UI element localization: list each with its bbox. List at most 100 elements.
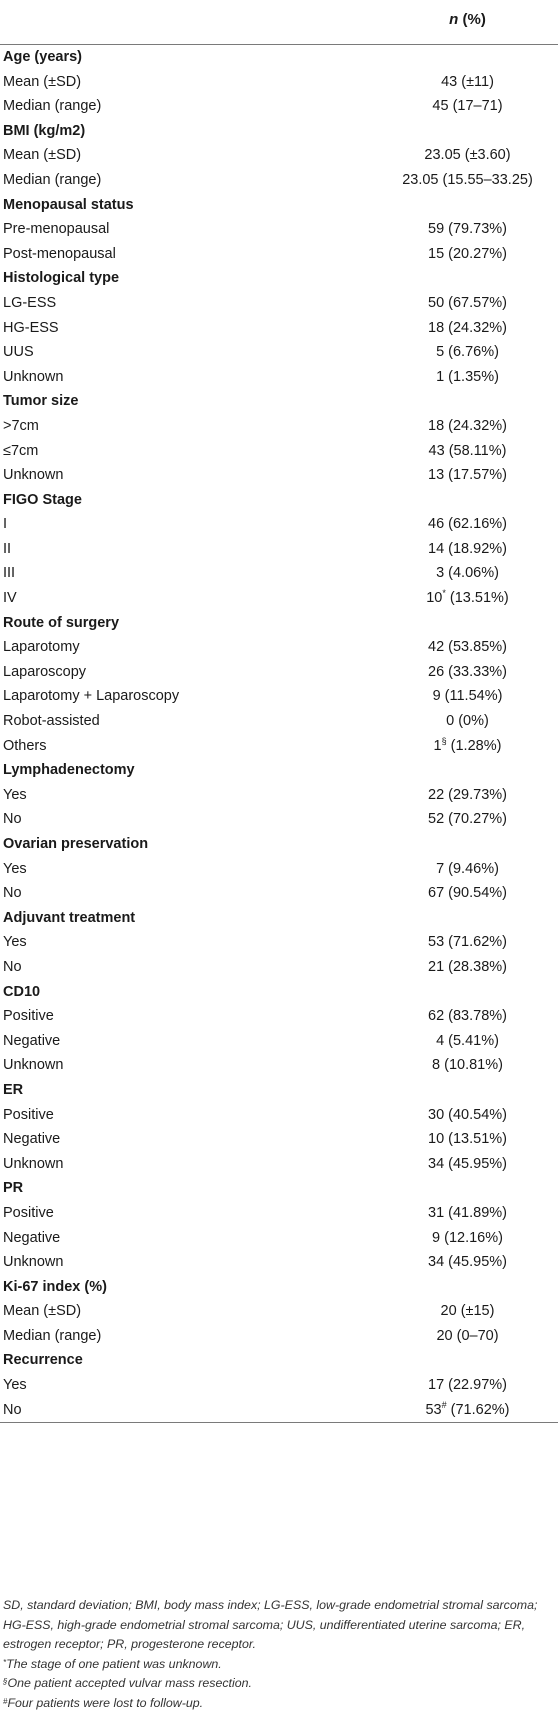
row-label: Median (range) (3, 172, 101, 188)
row-label: I (3, 516, 7, 532)
footnote-mark: § (3, 1677, 7, 1686)
row-value: 23.05 (15.55–33.25) (385, 172, 550, 188)
section-header-row: ER (0, 1078, 558, 1103)
row-label: Positive (3, 1008, 54, 1024)
row-value: 31 (41.89%) (385, 1205, 550, 1221)
row-label: Unknown (3, 1254, 63, 1270)
section-label: Lymphadenectomy (3, 762, 135, 778)
row-value-count: 7 (9.46%) (436, 861, 499, 877)
section-label: Route of surgery (3, 615, 119, 631)
row-label: No (3, 811, 22, 827)
row-value: 18 (24.32%) (385, 320, 550, 336)
section-label: Adjuvant treatment (3, 910, 135, 926)
section-header-row: Ki-67 index (%) (0, 1275, 558, 1300)
table-row: Mean (±SD)23.05 (±3.60) (0, 143, 558, 168)
table-row: Mean (±SD)43 (±11) (0, 70, 558, 95)
row-value-count: 34 (45.95%) (428, 1254, 507, 1270)
footnote-text: The stage of one patient was unknown. (6, 1657, 222, 1671)
row-value: 22 (29.73%) (385, 787, 550, 803)
row-value: 9 (11.54%) (385, 688, 550, 704)
row-value-count: 3 (4.06%) (436, 565, 499, 581)
row-label: No (3, 885, 22, 901)
row-value-count: 53 (71.62%) (428, 934, 507, 950)
row-value: 1§ (1.28%) (385, 738, 550, 754)
row-value-count: 10 (426, 590, 442, 606)
row-value-count: 21 (28.38%) (428, 959, 507, 975)
column-header-n-percent: n (%) (385, 11, 550, 28)
table-row: UUS 5 (6.76%) (0, 340, 558, 365)
row-value: 67 (90.54%) (385, 885, 550, 901)
row-value-count: 17 (22.97%) (428, 1377, 507, 1393)
row-label: Unknown (3, 1057, 63, 1073)
section-header-row: Ovarian preservation (0, 832, 558, 857)
row-value: 45 (17–71) (385, 98, 550, 114)
row-value-percent: (1.28%) (447, 738, 502, 754)
row-label: UUS (3, 344, 34, 360)
row-value-count: 1 (1.35%) (436, 369, 499, 385)
row-label: Mean (±SD) (3, 74, 81, 90)
row-value-count: 9 (11.54%) (433, 688, 503, 704)
row-value-count: 5 (6.76%) (436, 344, 499, 360)
section-label: ER (3, 1082, 23, 1098)
table-row: Median (range)20 (0–70) (0, 1324, 558, 1349)
row-value: 59 (79.73%) (385, 221, 550, 237)
row-value: 8 (10.81%) (385, 1057, 550, 1073)
row-label: Laparoscopy (3, 664, 86, 680)
row-value: 9 (12.16%) (385, 1230, 550, 1246)
table-row: II 14 (18.92%) (0, 537, 558, 562)
section-header-row: BMI (kg/m2) (0, 119, 558, 144)
characteristics-table: n (%) Age (years)Mean (±SD)43 (±11) Media… (0, 0, 558, 1423)
row-label: II (3, 541, 11, 557)
row-label: HG-ESS (3, 320, 59, 336)
footnote-text: One patient accepted vulvar mass resecti… (7, 1676, 252, 1690)
row-label: Unknown (3, 1156, 63, 1172)
section-header-row: PR (0, 1176, 558, 1201)
row-value: 26 (33.33%) (385, 664, 550, 680)
footnote-mark: * (3, 1658, 6, 1667)
section-label: Tumor size (3, 393, 78, 409)
section-label: CD10 (3, 984, 40, 1000)
row-value: 14 (18.92%) (385, 541, 550, 557)
row-value-count: 34 (45.95%) (428, 1156, 507, 1172)
section-header-row: CD10 (0, 980, 558, 1005)
row-value-count: 59 (79.73%) (428, 221, 507, 237)
row-value-count: 4 (5.41%) (436, 1033, 499, 1049)
row-label: Unknown (3, 467, 63, 483)
row-value: 0 (0%) (385, 713, 550, 729)
row-label: IV (3, 590, 17, 606)
row-label: Pre-menopausal (3, 221, 109, 237)
row-value: 30 (40.54%) (385, 1107, 550, 1123)
row-value: 42 (53.85%) (385, 639, 550, 655)
table-row: I 46 (62.16%) (0, 512, 558, 537)
table-row: Positive 62 (83.78%) (0, 1004, 558, 1029)
footnote-stage-unknown: *The stage of one patient was unknown. (3, 1655, 551, 1675)
row-label: Mean (±SD) (3, 1303, 81, 1319)
row-value-count: 46 (62.16%) (428, 516, 507, 532)
row-label: ≤7cm (3, 443, 38, 459)
row-value: 62 (83.78%) (385, 1008, 550, 1024)
row-value: 53 (71.62%) (385, 934, 550, 950)
row-value-count: 26 (33.33%) (428, 664, 507, 680)
section-header-row: Age (years) (0, 45, 558, 70)
row-value-count: 10 (13.51%) (428, 1131, 507, 1147)
row-label: No (3, 959, 22, 975)
row-value-count: 0 (0%) (446, 713, 489, 729)
table-row: HG-ESS 18 (24.32%) (0, 316, 558, 341)
row-value-count: 53 (425, 1402, 441, 1418)
section-header-row: Adjuvant treatment (0, 906, 558, 931)
section-header-row: Lymphadenectomy (0, 758, 558, 783)
